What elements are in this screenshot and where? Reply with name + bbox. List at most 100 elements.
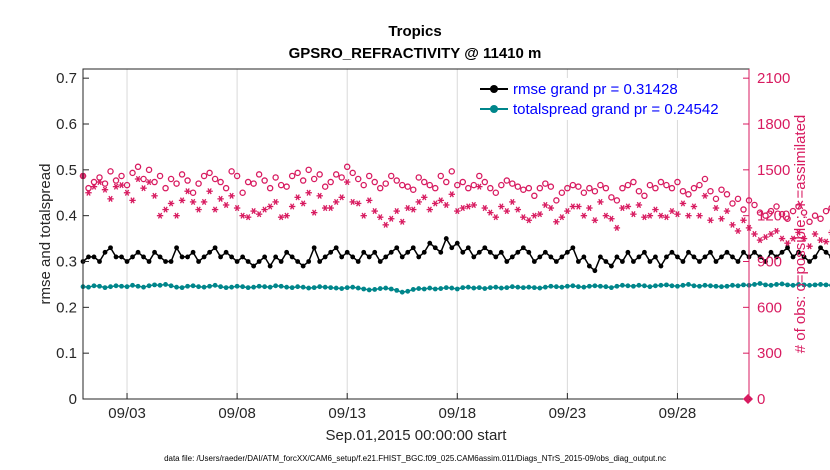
possible-obs-point bbox=[327, 178, 334, 186]
rmse-point bbox=[97, 259, 102, 264]
totalspread-point bbox=[262, 284, 268, 290]
rmse-point bbox=[102, 249, 108, 255]
assimilated-obs-point bbox=[288, 203, 296, 210]
totalspread-point bbox=[152, 282, 157, 288]
rmse-point bbox=[702, 254, 708, 260]
possible-obs-point bbox=[465, 184, 472, 192]
possible-obs-point bbox=[569, 181, 577, 189]
totalspread-point bbox=[724, 283, 730, 289]
totalspread-point bbox=[779, 281, 785, 287]
assimilated-obs-point bbox=[811, 230, 819, 238]
possible-obs-point bbox=[767, 207, 775, 215]
rmse-point bbox=[807, 259, 812, 264]
possible-obs-point bbox=[387, 172, 395, 180]
assimilated-obs-point bbox=[371, 207, 378, 215]
assimilated-obs-point bbox=[619, 204, 626, 212]
assimilated-obs-point bbox=[492, 214, 500, 221]
rmse-point bbox=[675, 254, 680, 260]
possible-obs-point bbox=[481, 178, 489, 186]
assimilated-obs-point bbox=[674, 211, 681, 218]
assimilated-obs-point bbox=[96, 178, 103, 186]
assimilated-obs-point bbox=[498, 203, 505, 210]
rmse-point bbox=[625, 249, 631, 255]
totalspread-point bbox=[372, 287, 378, 292]
assimilated-obs-point bbox=[646, 212, 654, 219]
assimilated-obs-point bbox=[173, 212, 180, 219]
rmse-point bbox=[823, 249, 829, 255]
rmse-point bbox=[185, 254, 190, 260]
totalspread-point bbox=[91, 283, 97, 289]
totalspread-point bbox=[113, 283, 119, 289]
totalspread-point bbox=[774, 282, 779, 287]
possible-obs-point bbox=[520, 186, 527, 193]
assimilated-obs-point bbox=[476, 183, 483, 190]
totalspread-point bbox=[278, 283, 284, 289]
totalspread-point bbox=[642, 283, 647, 289]
rmse-point bbox=[438, 249, 444, 255]
assimilated-obs-point bbox=[388, 215, 395, 222]
possible-obs-point bbox=[272, 174, 279, 181]
assimilated-obs-point bbox=[762, 233, 769, 241]
x-axis-label: Sep.01,2015 00:00:00 start bbox=[326, 427, 508, 444]
rmse-point bbox=[509, 254, 515, 260]
totalspread-point bbox=[361, 286, 367, 292]
assimilated-obs-point bbox=[206, 188, 213, 195]
assimilated-obs-point bbox=[90, 183, 98, 190]
possible-obs-point bbox=[382, 180, 389, 187]
assimilated-obs-point bbox=[668, 207, 676, 215]
rmse-point bbox=[537, 254, 543, 260]
y-tick-label-left: 0.4 bbox=[56, 208, 77, 225]
assimilated-obs-point bbox=[454, 207, 461, 215]
rmse-point bbox=[383, 254, 389, 260]
totalspread-point bbox=[223, 285, 229, 291]
possible-obs-point bbox=[641, 192, 648, 200]
x-tick-label: 09/03 bbox=[108, 405, 146, 422]
totalspread-point bbox=[174, 284, 179, 290]
totalspread-point bbox=[256, 283, 262, 289]
assimilated-obs-point bbox=[310, 209, 318, 216]
possible-obs-point bbox=[321, 183, 329, 190]
assimilated-obs-point bbox=[305, 189, 312, 196]
assimilated-obs-point bbox=[239, 212, 246, 219]
assimilated-obs-point bbox=[547, 204, 555, 212]
possible-obs-point bbox=[349, 169, 356, 177]
assimilated-obs-point bbox=[195, 206, 202, 213]
rmse-point bbox=[542, 249, 548, 255]
totalspread-point bbox=[658, 282, 664, 288]
rmse-point bbox=[141, 254, 146, 260]
assimilated-obs-point bbox=[707, 217, 714, 224]
totalspread-point bbox=[245, 285, 251, 291]
totalspread-point bbox=[284, 284, 290, 290]
rmse-point bbox=[201, 254, 207, 260]
y-tick-label-right: 300 bbox=[757, 345, 782, 362]
assimilated-obs-point bbox=[410, 206, 417, 213]
possible-obs-point bbox=[630, 178, 637, 186]
assimilated-obs-point bbox=[332, 198, 340, 206]
assimilated-obs-point bbox=[778, 235, 786, 242]
possible-obs-point bbox=[657, 178, 665, 186]
possible-obs-point bbox=[118, 172, 125, 180]
possible-obs-point bbox=[200, 172, 208, 180]
rmse-point bbox=[223, 249, 229, 255]
rmse-point bbox=[531, 259, 537, 264]
assimilated-obs-point bbox=[822, 238, 830, 245]
totalspread-point bbox=[564, 283, 570, 289]
rmse-point bbox=[251, 263, 257, 269]
rmse-point bbox=[774, 254, 779, 260]
totalspread-point bbox=[366, 287, 372, 293]
possible-obs-point bbox=[558, 189, 566, 196]
totalspread-point bbox=[146, 283, 152, 289]
assimilated-obs-point bbox=[613, 224, 621, 231]
possible-obs-point bbox=[112, 177, 120, 184]
rmse-point bbox=[234, 259, 240, 264]
totalspread-point bbox=[697, 283, 702, 289]
assimilated-obs-point bbox=[723, 207, 731, 215]
totalspread-point bbox=[460, 285, 466, 291]
assimilated-obs-point bbox=[740, 217, 747, 224]
rmse-point bbox=[157, 254, 163, 260]
possible-obs-point bbox=[96, 174, 103, 181]
assimilated-obs-point bbox=[162, 206, 169, 213]
rmse-point bbox=[801, 254, 807, 260]
rmse-point bbox=[454, 240, 460, 246]
totalspread-point bbox=[344, 285, 350, 291]
